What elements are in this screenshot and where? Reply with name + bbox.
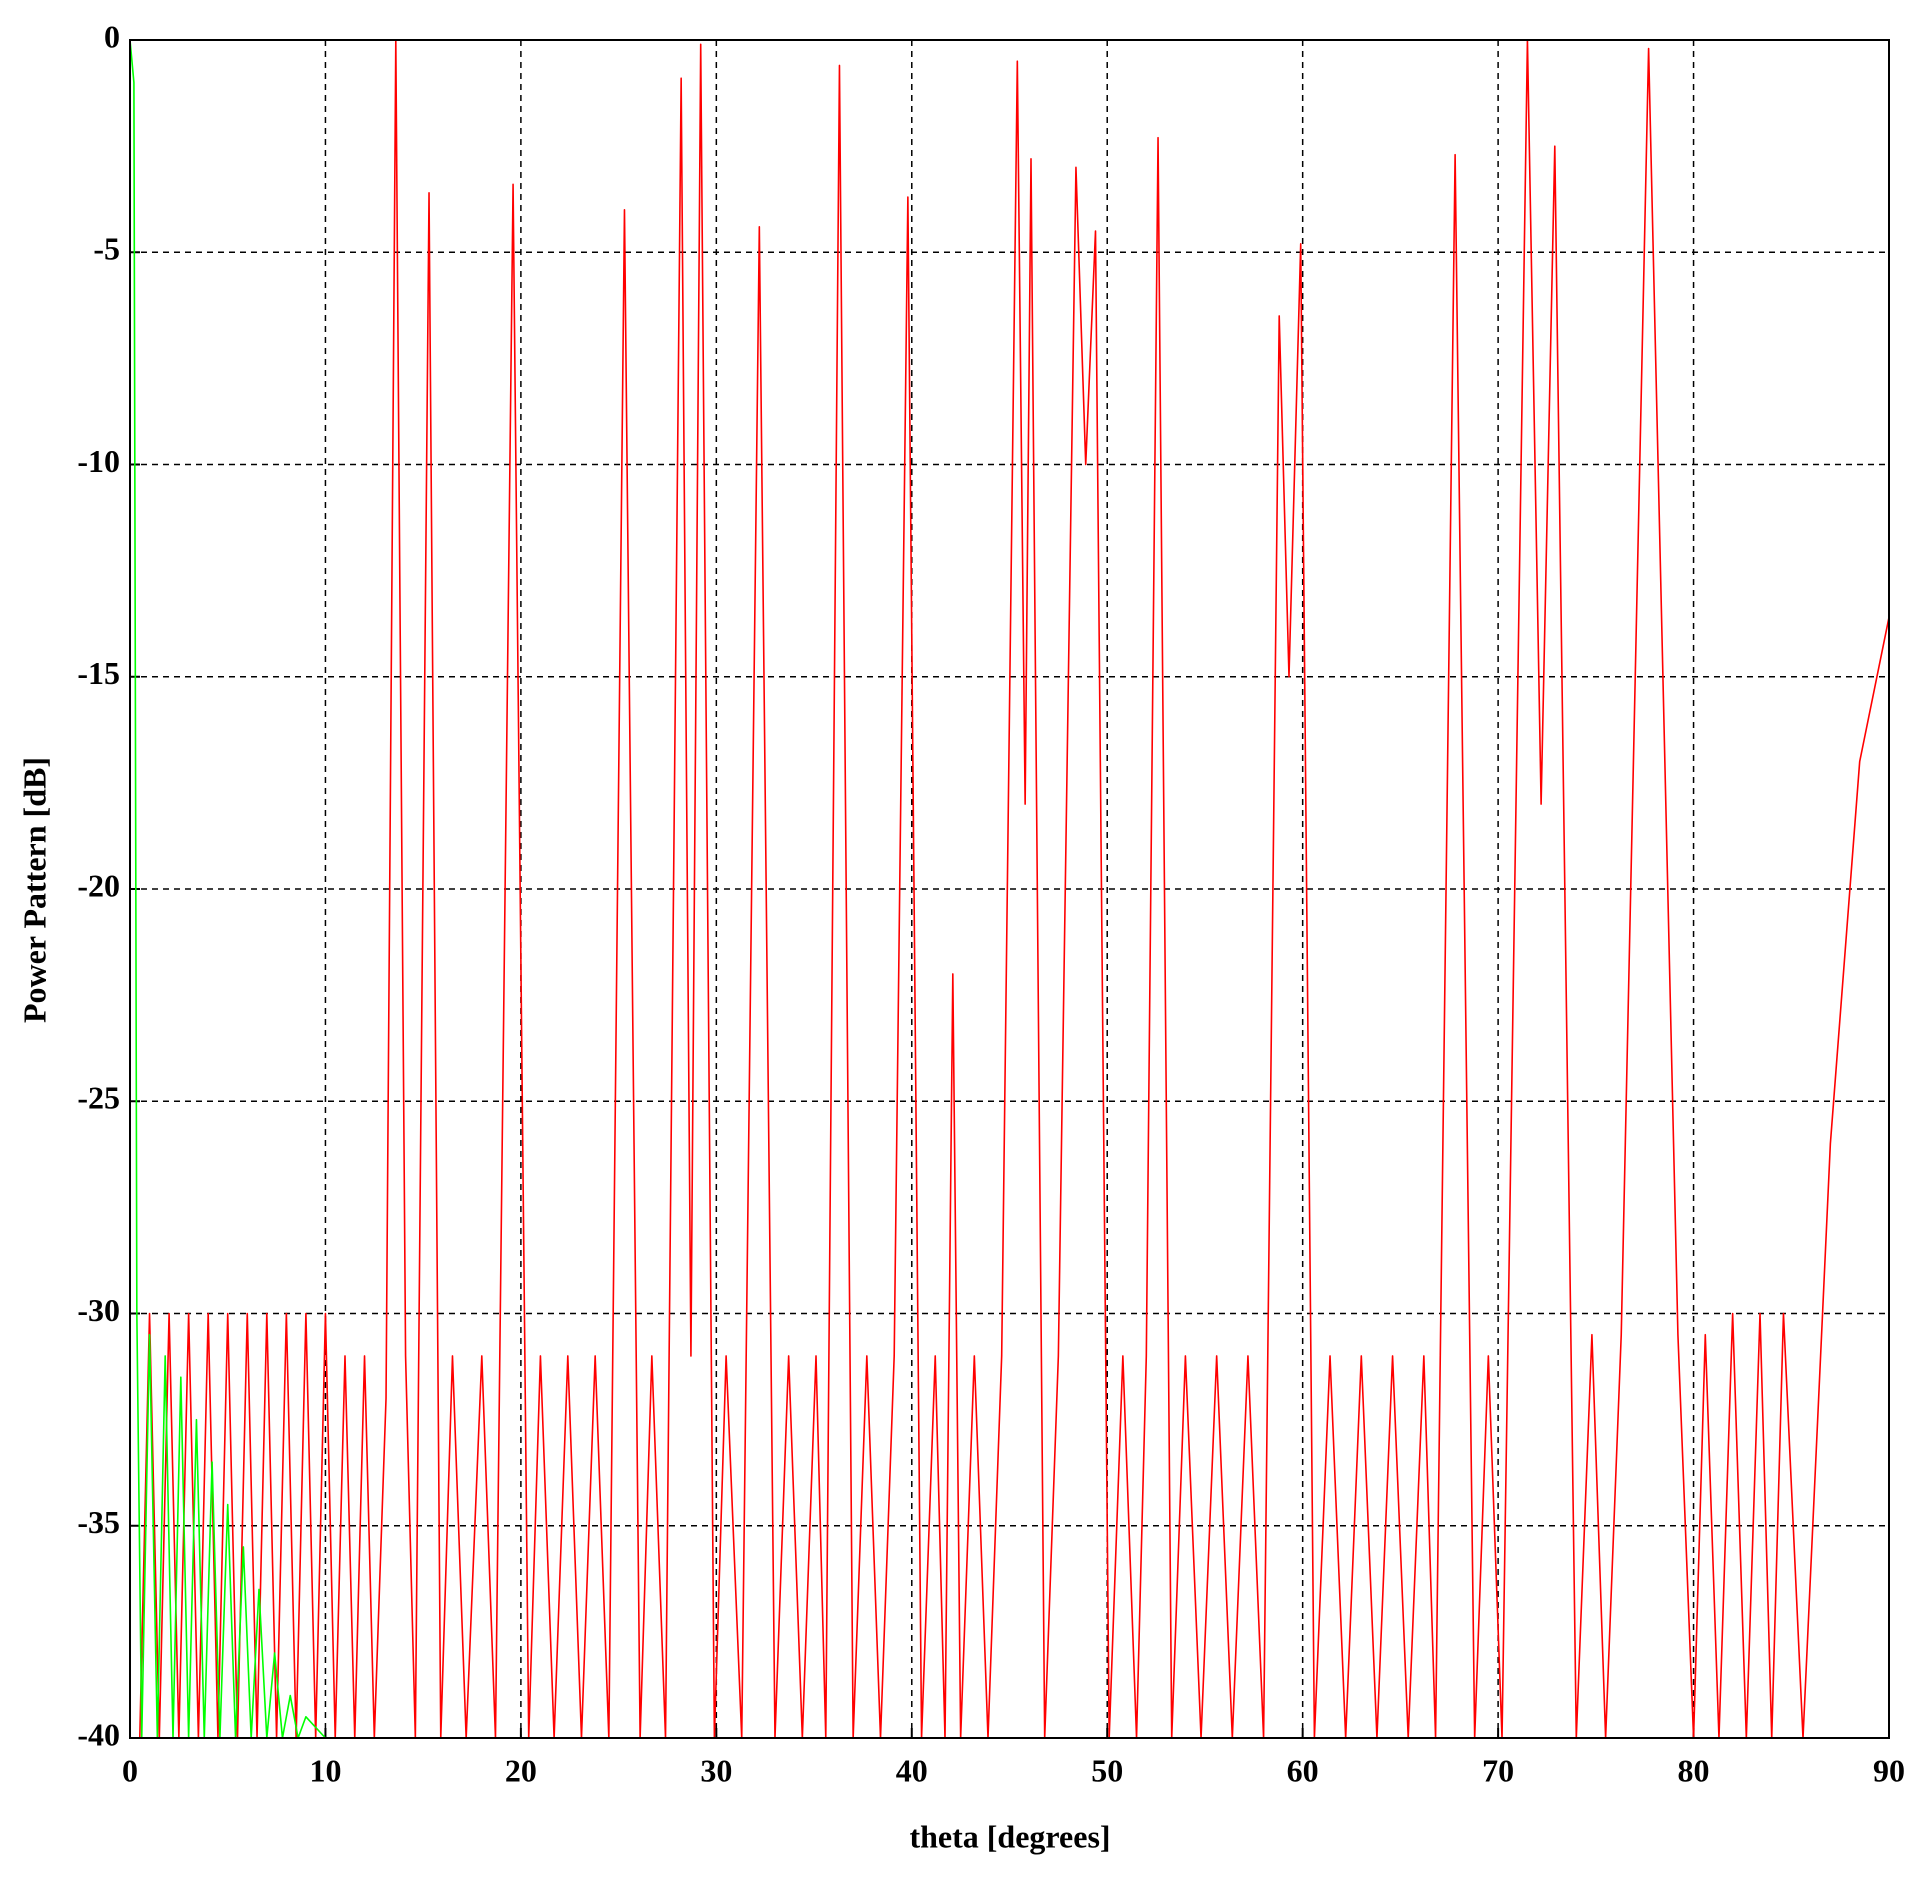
y-tick-label: -35 — [77, 1504, 120, 1540]
y-tick-label: -5 — [93, 231, 120, 267]
x-tick-label: 0 — [122, 1752, 138, 1788]
x-tick-label: 30 — [700, 1752, 732, 1788]
y-tick-label: -30 — [77, 1292, 120, 1328]
x-tick-label: 10 — [309, 1752, 341, 1788]
x-tick-label: 40 — [896, 1752, 928, 1788]
x-tick-label: 60 — [1287, 1752, 1319, 1788]
series-line — [129, 39, 327, 1739]
plot-frame — [129, 39, 1890, 1739]
x-tick-label: 80 — [1678, 1752, 1710, 1788]
y-tick-label: -10 — [77, 443, 120, 479]
series-line — [138, 39, 1890, 1739]
y-tick-label: -20 — [77, 867, 120, 903]
x-tick-label: 50 — [1091, 1752, 1123, 1788]
y-tick-label: 0 — [104, 18, 120, 54]
x-tick-label: 20 — [505, 1752, 537, 1788]
y-axis-label: Power Pattern [dB] — [16, 757, 52, 1023]
x-axis-label: theta [degrees] — [909, 1818, 1110, 1854]
x-tick-label: 90 — [1873, 1752, 1905, 1788]
y-tick-label: -40 — [77, 1716, 120, 1752]
y-tick-label: -25 — [77, 1080, 120, 1116]
y-tick-label: -15 — [77, 655, 120, 691]
x-tick-label: 70 — [1482, 1752, 1514, 1788]
